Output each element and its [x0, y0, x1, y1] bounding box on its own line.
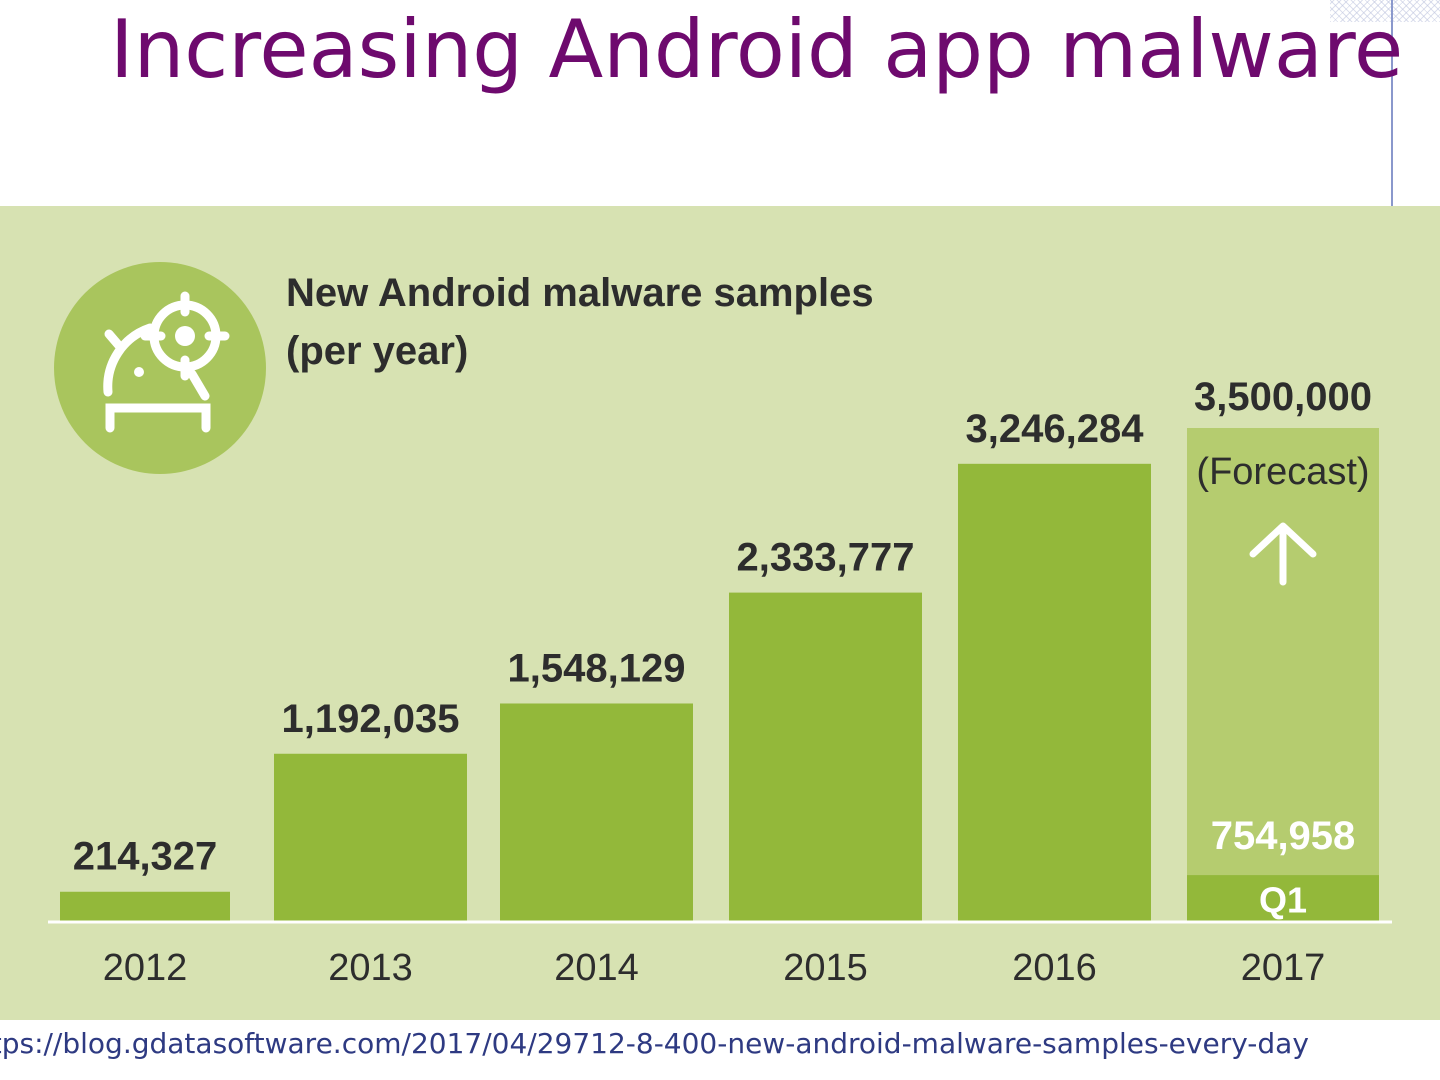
bar-2014 [500, 703, 693, 922]
android-back [187, 369, 210, 401]
target-center [175, 326, 195, 346]
bar-2013 [274, 753, 467, 922]
android-antenna [104, 329, 126, 353]
android-body [103, 323, 155, 397]
icon-circle [54, 262, 266, 474]
bar-chart: New Android malware samples (per year) 2… [48, 262, 1392, 989]
x-tick-2016: 2016 [1012, 947, 1097, 989]
decorative-pattern [1330, 0, 1440, 22]
value-label-2017: 754,958 [1211, 814, 1356, 858]
value-label-2013: 1,192,035 [282, 697, 460, 741]
android-legs [105, 403, 211, 433]
value-label-2012: 214,327 [73, 835, 218, 879]
android-target-icon [54, 262, 266, 474]
chart-title: New Android malware samples [286, 271, 874, 315]
q1-segment-label: Q1 [1259, 880, 1307, 921]
forecast-bar-2017 [1187, 428, 1379, 922]
bar-2012 [60, 891, 230, 922]
chart-subtitle: (per year) [286, 329, 468, 373]
infographic-panel: New Android malware samples (per year) 2… [0, 206, 1440, 1020]
forecast-note: (Forecast) [1196, 451, 1369, 493]
slide-title: Increasing Android app malware [110, 3, 1404, 96]
arrow-up-icon [1249, 522, 1317, 586]
android-eye [134, 367, 144, 377]
x-tick-2012: 2012 [103, 947, 188, 989]
bar-2016 [958, 463, 1151, 922]
value-label-2016: 3,246,284 [966, 407, 1145, 451]
x-tick-2014: 2014 [554, 947, 639, 989]
bar-2017 [1187, 875, 1379, 922]
value-label-2014: 1,548,129 [508, 646, 686, 690]
bar-2015 [729, 592, 922, 922]
x-tick-2017: 2017 [1241, 947, 1326, 989]
value-label-2015: 2,333,777 [737, 536, 915, 580]
source-link[interactable]: https://blog.gdatasoftware.com/2017/04/2… [0, 1027, 1309, 1060]
x-tick-2015: 2015 [783, 947, 868, 989]
x-tick-2013: 2013 [328, 947, 413, 989]
forecast-value-label: 3,500,000 [1194, 375, 1372, 419]
slide-divider-line [1391, 0, 1393, 206]
